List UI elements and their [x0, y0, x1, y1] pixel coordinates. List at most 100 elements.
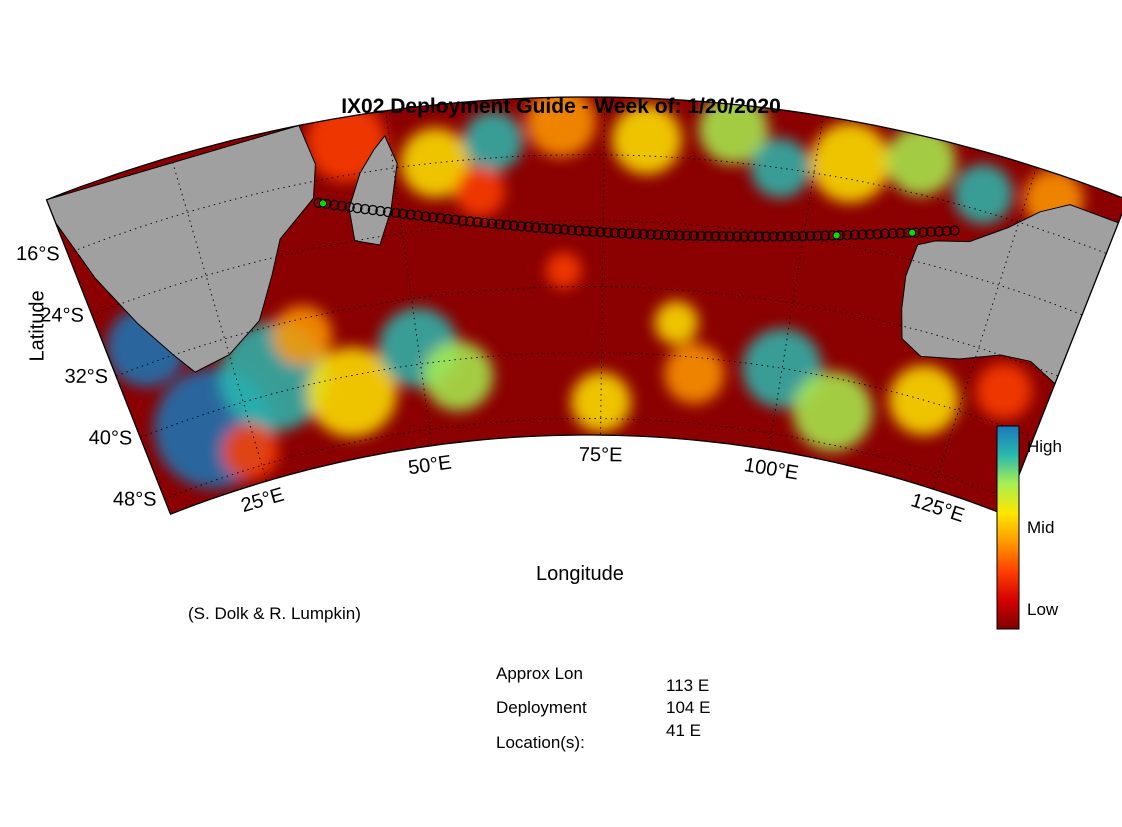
track-point: [761, 231, 772, 242]
track-point: [797, 230, 808, 242]
track-point: [895, 228, 906, 239]
track-point: [344, 201, 355, 213]
track-point: [681, 230, 692, 241]
deployment-location: 104 E: [666, 698, 711, 717]
latitude-tick-label: 24°S: [40, 304, 84, 326]
track-point: [545, 223, 556, 234]
track-point: [638, 229, 649, 240]
track-point: [872, 228, 883, 240]
track-point: [412, 210, 424, 221]
track-point: [450, 214, 461, 225]
track-point: [397, 208, 409, 219]
track-point: [435, 213, 446, 224]
latitude-gridline: [140, 352, 1034, 438]
latitude-tick-label: 48°S: [113, 488, 157, 510]
map-title: IX02 Deployment Guide - Week of: 1/20/20…: [341, 95, 781, 118]
track-point: [667, 230, 678, 241]
track-point: [457, 215, 468, 226]
track-point: [790, 231, 801, 242]
track-point: [559, 224, 570, 235]
track-point: [724, 231, 736, 242]
latitude-tick-label: 40°S: [89, 427, 133, 449]
track-point: [581, 226, 592, 237]
longitude-gridline: [170, 156, 267, 482]
track-point: [857, 229, 868, 240]
deployment-heading-line3: Location(s):: [496, 733, 585, 752]
longitude-gridline: [385, 110, 433, 446]
track-point: [375, 205, 386, 217]
track-point: [753, 231, 765, 242]
deployment-marker: [319, 199, 327, 208]
deployment-heading-line1: Approx Lon: [496, 664, 583, 683]
longitude-gridline: [600, 97, 606, 436]
track-point: [501, 219, 512, 231]
australia-landmass: [901, 204, 1120, 385]
track-point: [842, 229, 853, 241]
track-point: [688, 230, 699, 241]
track-point: [390, 207, 401, 219]
land-masses: [46, 124, 1120, 385]
track-point: [420, 211, 431, 222]
track-point: [739, 231, 750, 242]
longitude-tick-label: 75°E: [579, 444, 623, 467]
y-axis-label: Latitude: [26, 290, 49, 362]
x-axis-label: Longitude: [536, 563, 624, 585]
colorbar: [996, 425, 1020, 630]
track-point: [812, 230, 823, 241]
track-point: [486, 218, 498, 229]
cruise-track: [313, 197, 960, 242]
track-point: [530, 222, 541, 233]
track-point: [731, 231, 743, 242]
track-point: [949, 225, 960, 236]
track-point: [717, 231, 728, 242]
track-point: [631, 228, 642, 240]
latitude-tick-label: 16°S: [16, 243, 60, 265]
track-point: [645, 229, 656, 240]
track-point: [359, 203, 371, 215]
track-point: [887, 228, 898, 239]
track-point: [352, 202, 363, 214]
longitude-gridline: [932, 167, 1037, 490]
track-point: [537, 222, 549, 234]
track-point: [616, 228, 628, 239]
track-point: [864, 229, 876, 240]
track-point: [494, 219, 505, 230]
deployment-marker: [832, 231, 841, 240]
longitude-tick-label: 50°E: [407, 452, 453, 480]
track-point: [595, 226, 606, 238]
latitude-gridline: [67, 154, 1107, 254]
track-point: [746, 231, 757, 242]
track-point: [329, 199, 340, 211]
latitude-gridline: [164, 418, 1010, 500]
track-point: [925, 226, 937, 238]
latitude-gridline: [91, 220, 1083, 316]
track-point: [819, 230, 831, 241]
track-point: [710, 231, 721, 242]
track-point: [566, 225, 577, 236]
track-point: [602, 227, 613, 238]
track-point: [941, 225, 952, 237]
track-point: [849, 229, 861, 241]
track-point: [703, 230, 714, 242]
track-point: [674, 230, 685, 241]
track-point: [523, 221, 534, 233]
track-point: [775, 231, 786, 242]
colorbar-label-low: Low: [1027, 600, 1059, 619]
latitude-gridline: [115, 286, 1059, 377]
track-point: [367, 204, 378, 216]
track-point: [782, 231, 794, 242]
track-point: [652, 229, 664, 240]
track-point: [879, 228, 891, 239]
track-point: [552, 224, 563, 235]
credit-text: (S. Dolk & R. Lumpkin): [188, 604, 361, 623]
track-point: [508, 220, 520, 231]
deployment-heading-line2: Deployment: [496, 698, 587, 717]
track-point: [479, 217, 490, 229]
track-point: [695, 230, 707, 242]
deployment-marker: [908, 228, 917, 237]
track-point: [336, 200, 348, 212]
track-point: [918, 227, 929, 238]
longitude-tick-label: 100°E: [742, 454, 800, 484]
track-point: [609, 227, 621, 239]
